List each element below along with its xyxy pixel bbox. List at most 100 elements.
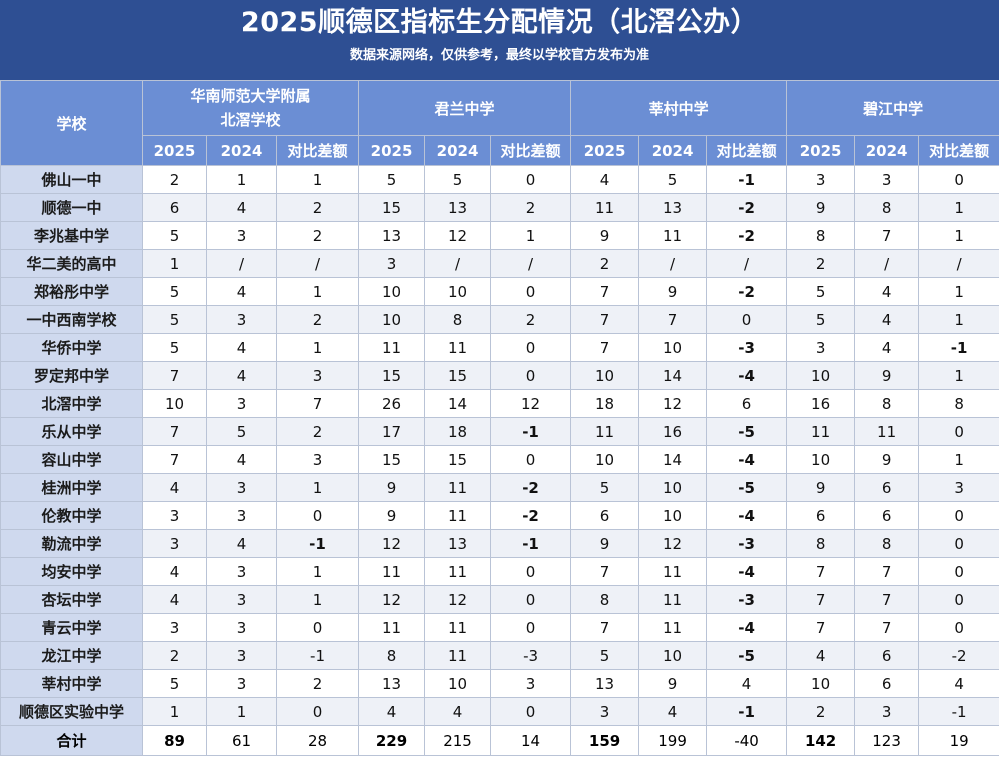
value-cell: 2 (786, 697, 856, 726)
school-name-cell: 杏坛中学 (0, 585, 143, 614)
value-cell: / (706, 249, 788, 278)
value-cell: 0 (490, 613, 572, 642)
value-cell: 0 (490, 585, 572, 614)
value-cell: 8 (786, 529, 856, 558)
value-cell: 3 (854, 165, 920, 194)
group-header-shencun: 莘村中学 (570, 80, 788, 136)
value-cell: 1 (206, 165, 277, 194)
value-cell: 9 (638, 277, 708, 306)
value-cell: 6 (786, 501, 856, 530)
value-cell: 5 (142, 221, 207, 250)
total-row: 合计 89 61 28 229 215 14 159 199 -40 142 123 19 (0, 725, 999, 756)
value-cell: -1 (706, 697, 788, 726)
value-cell: 0 (918, 529, 999, 558)
value-cell: 13 (638, 193, 708, 222)
value-cell: 10 (424, 669, 492, 698)
value-cell: 9 (638, 669, 708, 698)
value-cell: 4 (206, 445, 277, 474)
value-cell: 12 (490, 389, 572, 418)
value-cell: 7 (275, 389, 360, 418)
value-cell: 13 (570, 669, 640, 698)
value-cell: -1 (275, 641, 360, 670)
value-cell: 10 (786, 361, 856, 390)
school-column-header: 学校 (0, 80, 143, 166)
school-name-cell: 北滘中学 (0, 389, 143, 418)
value-cell: 7 (854, 613, 920, 642)
value-cell: 2 (490, 193, 572, 222)
value-cell: 3 (275, 361, 360, 390)
value-cell: 1 (206, 697, 277, 726)
value-cell: 18 (570, 389, 640, 418)
value-cell: 3 (786, 333, 856, 362)
value-cell: 2 (275, 305, 360, 334)
value-cell: 5 (142, 277, 207, 306)
value-cell: / (490, 249, 572, 278)
value-cell: 7 (786, 557, 856, 586)
table-row: 伦教中学 3 3 0 9 11 -2 6 10 -4 6 6 0 (0, 501, 999, 530)
value-cell: 0 (490, 445, 572, 474)
value-cell: 7 (142, 361, 207, 390)
value-cell: 10 (638, 473, 708, 502)
value-cell: / (424, 249, 492, 278)
value-cell: -3 (706, 585, 788, 614)
value-cell: 11 (358, 333, 426, 362)
value-cell: 4 (142, 473, 207, 502)
value-cell: -2 (706, 221, 788, 250)
total-value-cell: -40 (706, 725, 788, 756)
total-label-cell: 合计 (0, 725, 143, 756)
value-cell: 13 (358, 221, 426, 250)
value-cell: 11 (570, 417, 640, 446)
total-value-cell: 229 (358, 725, 426, 756)
value-cell: 1 (918, 305, 999, 334)
value-cell: 6 (854, 501, 920, 530)
value-cell: 4 (854, 277, 920, 306)
table-row: 均安中学 4 3 1 11 11 0 7 11 -4 7 7 0 (0, 557, 999, 586)
value-cell: 0 (490, 697, 572, 726)
value-cell: 6 (854, 669, 920, 698)
value-cell: 12 (424, 221, 492, 250)
value-cell: 0 (490, 333, 572, 362)
total-value-cell: 199 (638, 725, 708, 756)
value-cell: 10 (786, 669, 856, 698)
school-name-cell: 容山中学 (0, 445, 143, 474)
table-row: 罗定邦中学 7 4 3 15 15 0 10 14 -4 10 9 1 (0, 361, 999, 390)
value-cell: 4 (206, 277, 277, 306)
total-value-cell: 28 (275, 725, 360, 756)
value-cell: 5 (424, 165, 492, 194)
value-cell: 5 (358, 165, 426, 194)
value-cell: 5 (142, 669, 207, 698)
page-title: 2025顺德区指标生分配情况（北滘公办） (240, 7, 759, 38)
value-cell: 4 (854, 333, 920, 362)
value-cell: 12 (638, 389, 708, 418)
value-cell: 4 (706, 669, 788, 698)
value-cell: 9 (854, 361, 920, 390)
value-cell: 7 (142, 417, 207, 446)
value-cell: -4 (706, 613, 788, 642)
value-cell: 3 (206, 557, 277, 586)
value-cell: 14 (424, 389, 492, 418)
value-cell: 11 (358, 613, 426, 642)
value-cell: 4 (424, 697, 492, 726)
school-name-cell: 青云中学 (0, 613, 143, 642)
page-subtitle: 数据来源网络，仅供参考，最终以学校官方发布为准 (349, 48, 649, 63)
table-row: 李兆基中学 5 3 2 13 12 1 9 11 -2 8 7 1 (0, 221, 999, 250)
sub-header-cell: 2025 (570, 135, 640, 166)
value-cell: / (206, 249, 277, 278)
value-cell: / (275, 249, 360, 278)
value-cell: 10 (786, 445, 856, 474)
value-cell: 11 (854, 417, 920, 446)
sub-header-cell: 2024 (424, 135, 492, 166)
table-row: 顺德区实验中学 1 1 0 4 4 0 3 4 -1 2 3 -1 (0, 697, 999, 726)
school-name-cell: 华二美的高中 (0, 249, 143, 278)
value-cell: 1 (275, 333, 360, 362)
value-cell: / (918, 249, 999, 278)
value-cell: 5 (570, 641, 640, 670)
value-cell: 3 (206, 613, 277, 642)
value-cell: 3 (206, 641, 277, 670)
value-cell: 3 (142, 613, 207, 642)
value-cell: 3 (918, 473, 999, 502)
value-cell: 9 (786, 193, 856, 222)
total-value-cell: 14 (490, 725, 572, 756)
value-cell: 3 (206, 585, 277, 614)
school-name-cell: 顺德区实验中学 (0, 697, 143, 726)
